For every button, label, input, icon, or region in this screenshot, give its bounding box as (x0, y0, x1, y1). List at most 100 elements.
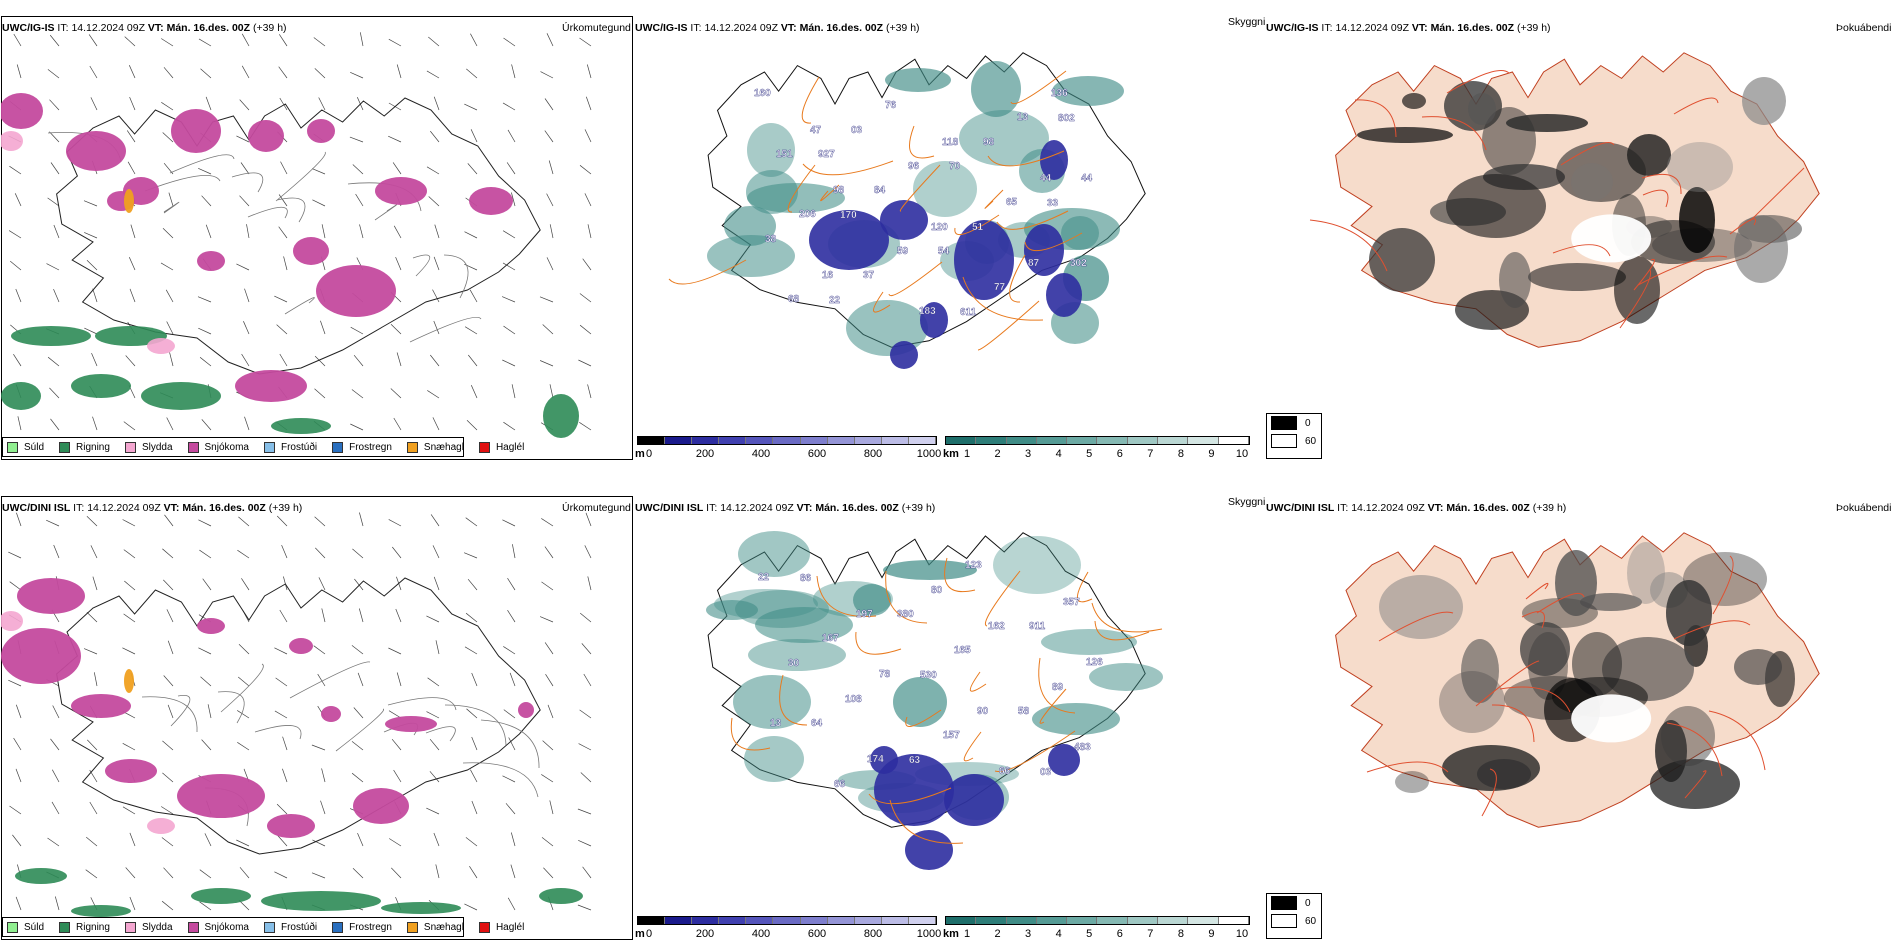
colorbar-tick: 9 (1208, 928, 1215, 940)
fog-area (1679, 187, 1715, 253)
colorbar-tick: 7 (1147, 928, 1154, 940)
wind-barb (165, 289, 174, 303)
wind-barb (12, 834, 22, 847)
wind-barb (466, 708, 478, 719)
colorbar-segment (1188, 437, 1219, 444)
wind-barb (585, 96, 592, 111)
wind-barb (426, 807, 440, 815)
wind-barb (470, 385, 478, 399)
wind-barb (89, 65, 98, 79)
visibility-area (714, 589, 818, 619)
colorbar-tick: 200 (695, 448, 715, 460)
wind-barb (503, 37, 516, 47)
wind-barb (502, 519, 516, 527)
fog-legend-item: 60 (1267, 912, 1321, 930)
wind-barb (199, 357, 212, 367)
wind-barb (240, 162, 250, 175)
wind-barb (314, 68, 326, 79)
wind-barb (129, 832, 136, 847)
snow-area (171, 109, 221, 153)
road (1666, 722, 1723, 777)
cloudbase-value-label: 86 (800, 573, 812, 584)
colorbar-tick: 800 (863, 928, 883, 940)
wind-barb (47, 69, 60, 79)
wind-barb (584, 545, 592, 559)
wind-barb (579, 165, 592, 175)
fog-area (1379, 575, 1463, 639)
wind-barb (241, 65, 250, 79)
road (444, 704, 507, 746)
colorbar-unit: km (943, 928, 959, 940)
cloudbase-value-label: 84 (874, 185, 886, 196)
visibility-area (755, 607, 853, 643)
wind-barb (578, 359, 592, 367)
colorbar-tick: 800 (863, 448, 883, 460)
wind-barb (544, 642, 554, 655)
legend-swatch (406, 441, 418, 453)
wind-barb (128, 65, 136, 79)
clear-area (1571, 214, 1652, 263)
road (1633, 258, 1655, 291)
road (247, 206, 288, 219)
wind-barb (277, 835, 288, 847)
wind-barb (237, 710, 250, 719)
cloudbase-area (890, 341, 918, 369)
colorbar-tick: 400 (751, 448, 771, 460)
wind-barb (390, 323, 402, 335)
road (387, 697, 457, 711)
wind-barb (354, 578, 364, 591)
cloudbase-value-label: 380 (897, 609, 914, 620)
road (141, 696, 198, 733)
wind-barb (282, 768, 288, 783)
wind-barb (507, 610, 516, 623)
precip-legend-item: Snæhagl (406, 921, 464, 933)
wind-barb (129, 96, 136, 111)
wind-barb (53, 544, 60, 559)
colorbar-segment (1097, 917, 1128, 924)
wind-barb (357, 672, 364, 687)
wind-barb (395, 608, 402, 623)
wind-barb (246, 224, 250, 239)
legend-label: Snjókoma (204, 921, 249, 933)
wind-barb (432, 545, 440, 559)
precip-legend-item: Frostúði (263, 921, 317, 933)
cloudbase-value-label: 927 (818, 149, 835, 160)
snow-area (293, 237, 329, 265)
wind-barb (15, 768, 22, 783)
wind-barb (314, 355, 326, 367)
cloudbase-value-label: 76 (885, 100, 897, 111)
road (1749, 167, 1805, 222)
wind-barb (428, 196, 440, 207)
wind-barb (427, 677, 440, 687)
wind-barb (466, 419, 478, 431)
rain-area (15, 868, 67, 884)
colorbar-segment (719, 437, 747, 444)
wind-barb (49, 131, 60, 143)
road (1712, 555, 1734, 615)
wind-barb (91, 352, 98, 367)
legend-label: Snæhagl (423, 921, 464, 933)
snow-area (469, 187, 513, 215)
wind-barb (51, 769, 60, 783)
wind-barb (506, 162, 516, 175)
wind-barb (199, 901, 212, 911)
wind-barb (49, 34, 60, 47)
road (284, 297, 315, 315)
cloudbase-value-label: 183 (919, 306, 936, 317)
cloudbase-value-label: 77 (994, 282, 1006, 293)
snow-area (289, 638, 313, 654)
wind-barb (163, 675, 174, 687)
wind-barb (315, 547, 326, 559)
wind-barb (124, 580, 136, 591)
fog-area (1650, 759, 1740, 809)
wind-barb (467, 578, 478, 591)
wind-barb (587, 576, 592, 591)
wind-barb (202, 578, 212, 591)
wind-barb (53, 224, 60, 239)
road (1637, 255, 1728, 286)
wind-barb (396, 352, 402, 367)
cloudbase-value-label: 80 (931, 585, 943, 596)
wind-barb (432, 289, 440, 303)
wind-barb (546, 33, 554, 47)
cloud-product-label: Skyggni (1228, 496, 1266, 508)
